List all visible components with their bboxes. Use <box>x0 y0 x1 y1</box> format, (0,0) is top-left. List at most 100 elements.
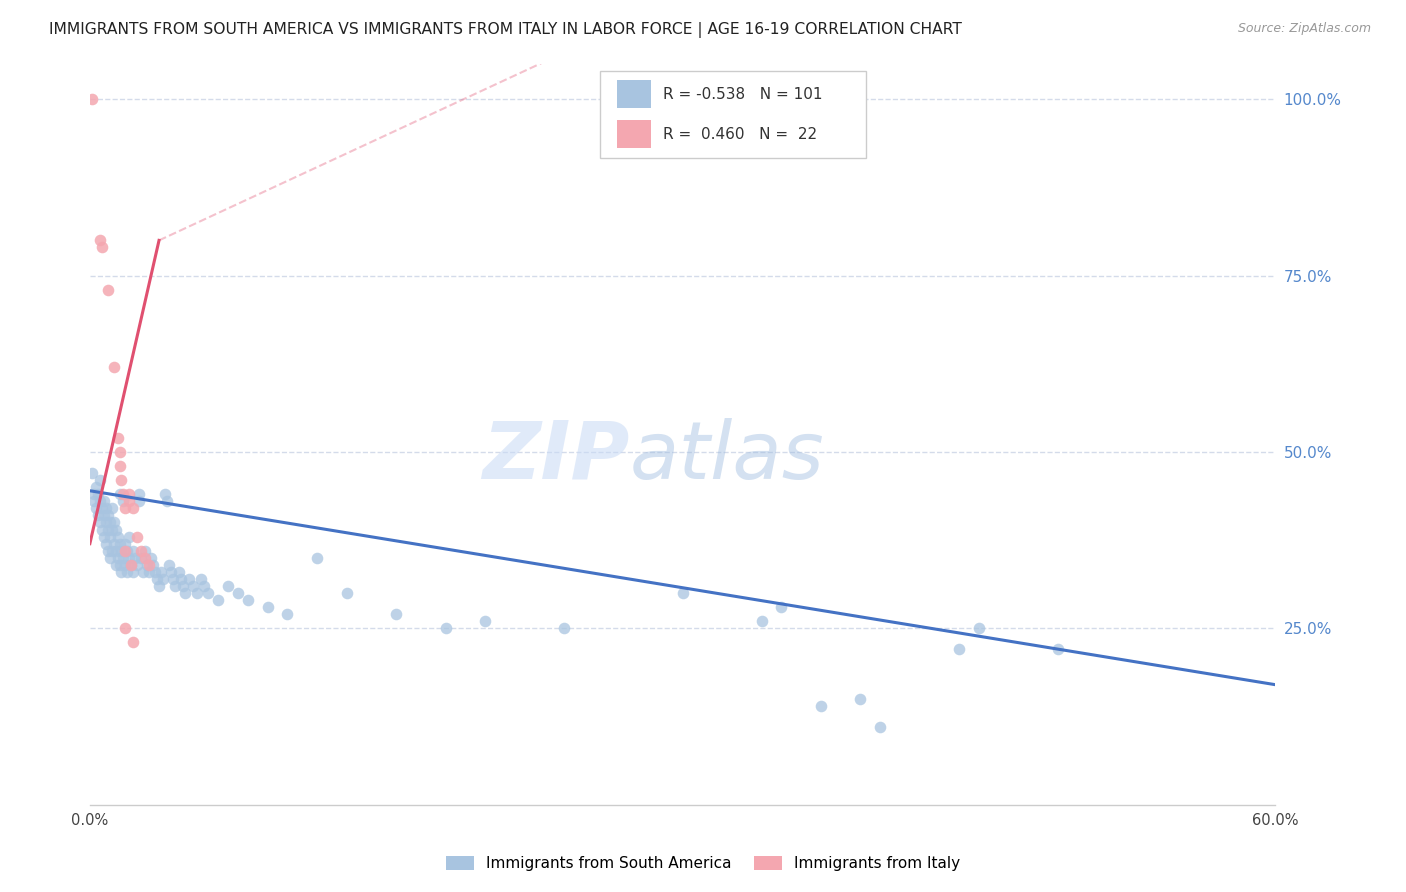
Point <box>751 614 773 628</box>
Point <box>94 516 117 530</box>
Point <box>118 494 141 508</box>
Point <box>163 579 186 593</box>
Point <box>114 543 136 558</box>
Point <box>553 621 575 635</box>
Point <box>114 621 136 635</box>
Point <box>276 607 298 622</box>
Point <box>128 487 150 501</box>
Text: IMMIGRANTS FROM SOUTH AMERICA VS IMMIGRANTS FROM ITALY IN LABOR FORCE | AGE 16-1: IMMIGRANTS FROM SOUTH AMERICA VS IMMIGRA… <box>49 22 962 38</box>
Point <box>80 466 103 480</box>
Point <box>172 579 194 593</box>
Point <box>103 516 125 530</box>
Point <box>152 572 174 586</box>
Point <box>108 445 131 459</box>
Point <box>173 586 195 600</box>
Text: Source: ZipAtlas.com: Source: ZipAtlas.com <box>1237 22 1371 36</box>
Bar <box>617 120 651 148</box>
Point <box>1047 642 1070 657</box>
Point <box>80 92 103 106</box>
Point <box>156 494 179 508</box>
Point <box>89 516 111 530</box>
Point <box>124 550 146 565</box>
Point <box>104 523 127 537</box>
Point <box>138 558 160 572</box>
Point <box>84 480 107 494</box>
Point <box>104 543 127 558</box>
Point <box>90 523 112 537</box>
Point <box>197 586 219 600</box>
Point <box>94 501 117 516</box>
Point <box>117 543 139 558</box>
Point <box>129 543 152 558</box>
Point <box>112 487 135 501</box>
Point <box>108 459 131 474</box>
FancyBboxPatch shape <box>600 70 866 158</box>
Text: atlas: atlas <box>630 417 824 496</box>
Point <box>97 523 120 537</box>
Point <box>108 536 131 550</box>
Point <box>190 572 212 586</box>
Point <box>112 494 135 508</box>
Point <box>474 614 496 628</box>
Point <box>770 600 793 615</box>
Point <box>256 600 278 615</box>
Point <box>128 494 150 508</box>
Point <box>122 543 145 558</box>
Point <box>207 593 229 607</box>
Point <box>226 586 249 600</box>
Point <box>114 558 136 572</box>
Point <box>89 473 111 487</box>
Point <box>336 586 359 600</box>
Point <box>143 565 166 579</box>
Point <box>127 558 149 572</box>
Point <box>134 543 156 558</box>
Point <box>236 593 259 607</box>
Point <box>110 473 132 487</box>
Point <box>100 543 122 558</box>
Point <box>107 431 129 445</box>
Point <box>83 494 105 508</box>
Point <box>98 550 121 565</box>
Point <box>148 579 170 593</box>
Point <box>93 494 115 508</box>
Point <box>167 565 190 579</box>
Point <box>93 508 115 523</box>
Point <box>114 501 136 516</box>
Point <box>110 565 132 579</box>
Point <box>810 698 832 713</box>
Point <box>108 487 131 501</box>
Point <box>177 572 200 586</box>
Point <box>103 536 125 550</box>
Point <box>160 565 183 579</box>
Point <box>967 621 990 635</box>
Point <box>100 523 122 537</box>
Bar <box>617 80 651 109</box>
Point <box>98 516 121 530</box>
Point <box>150 565 173 579</box>
Text: R =  0.460   N =  22: R = 0.460 N = 22 <box>662 127 817 142</box>
Point <box>100 501 122 516</box>
Point <box>103 360 125 375</box>
Point <box>90 501 112 516</box>
Point <box>118 550 141 565</box>
Point <box>672 586 695 600</box>
Point <box>89 233 111 247</box>
Point <box>139 550 162 565</box>
Point <box>146 572 169 586</box>
Point <box>134 550 156 565</box>
Point <box>118 530 141 544</box>
Point <box>110 543 132 558</box>
Point <box>89 494 111 508</box>
Point <box>157 558 180 572</box>
Point <box>120 558 142 572</box>
Point <box>193 579 215 593</box>
Point <box>93 530 115 544</box>
Point <box>117 565 139 579</box>
Point <box>153 487 176 501</box>
Point <box>84 501 107 516</box>
Point <box>136 558 159 572</box>
Point <box>434 621 457 635</box>
Point <box>104 558 127 572</box>
Point <box>385 607 408 622</box>
Point <box>127 530 149 544</box>
